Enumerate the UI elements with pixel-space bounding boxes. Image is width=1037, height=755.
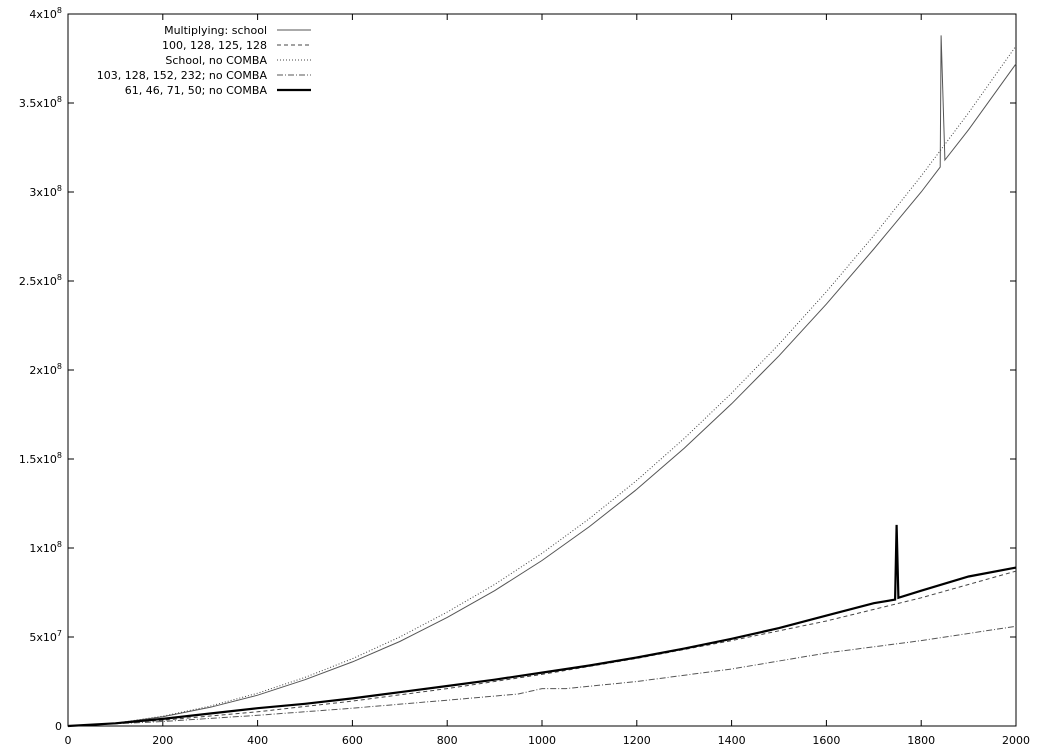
legend-label: Multiplying: school	[164, 24, 267, 37]
y-tick-mantissa: 1.5x10	[19, 453, 57, 466]
y-tick-label: 3.5x108	[19, 95, 62, 110]
x-tick-label: 0	[65, 734, 72, 747]
x-tick-label: 1200	[623, 734, 651, 747]
y-tick-label: 5x107	[29, 629, 62, 644]
y-tick-label: 2x108	[29, 362, 62, 377]
x-tick-label: 2000	[1002, 734, 1030, 747]
y-tick-exponent: 8	[57, 362, 62, 371]
x-tick-label: 1400	[718, 734, 746, 747]
y-tick-mantissa: 2x10	[29, 364, 57, 377]
x-tick-label: 1000	[528, 734, 556, 747]
y-tick-label: 3x108	[29, 184, 62, 199]
x-tick-label: 400	[247, 734, 268, 747]
series-line-2	[67, 570, 1017, 727]
y-tick-mantissa: 0	[55, 720, 62, 733]
legend-label: 100, 128, 125, 128	[162, 39, 267, 52]
series-group	[67, 35, 1017, 728]
x-tick-label: 800	[437, 734, 458, 747]
y-tick-mantissa: 1x10	[29, 542, 57, 555]
y-tick-exponent: 8	[57, 273, 62, 282]
y-tick-mantissa: 2.5x10	[19, 275, 57, 288]
legend-label: 103, 128, 152, 232; no COMBA	[97, 69, 268, 82]
series-line-1	[67, 35, 1017, 727]
x-tick-label: 1600	[812, 734, 840, 747]
x-tick-label: 600	[342, 734, 363, 747]
y-tick-exponent: 8	[57, 184, 62, 193]
y-tick-label: 1.5x108	[19, 451, 62, 466]
y-tick-exponent: 8	[57, 6, 62, 15]
y-tick-exponent: 8	[57, 95, 62, 104]
y-tick-exponent: 8	[57, 451, 62, 460]
y-tick-label: 0	[55, 720, 62, 733]
legend-label: School, no COMBA	[165, 54, 267, 67]
y-tick-mantissa: 4x10	[29, 8, 57, 21]
axes: 0 200 400 600 800 1000 1200 1400 1600 1800 2000 0 5x…	[19, 6, 1030, 747]
y-tick-label: 4x108	[29, 6, 62, 21]
y-tick-exponent: 7	[57, 629, 62, 638]
legend: Multiplying: school 100, 128, 125, 128 Sch…	[97, 24, 311, 97]
x-tick-label: 200	[152, 734, 173, 747]
y-tick-mantissa: 3.5x10	[19, 97, 57, 110]
y-tick-exponent: 8	[57, 540, 62, 549]
plot-frame	[67, 13, 1017, 727]
y-tick-label: 1x108	[29, 540, 62, 555]
series-line-4	[67, 625, 1017, 727]
legend-label: 61, 46, 71, 50; no COMBA	[125, 84, 268, 97]
series-line-5	[67, 524, 1017, 728]
y-tick-label: 2.5x108	[19, 273, 62, 288]
series-line-3	[67, 45, 1017, 727]
y-tick-mantissa: 3x10	[29, 186, 57, 199]
y-tick-mantissa: 5x10	[29, 631, 57, 644]
x-tick-label: 1800	[907, 734, 935, 747]
